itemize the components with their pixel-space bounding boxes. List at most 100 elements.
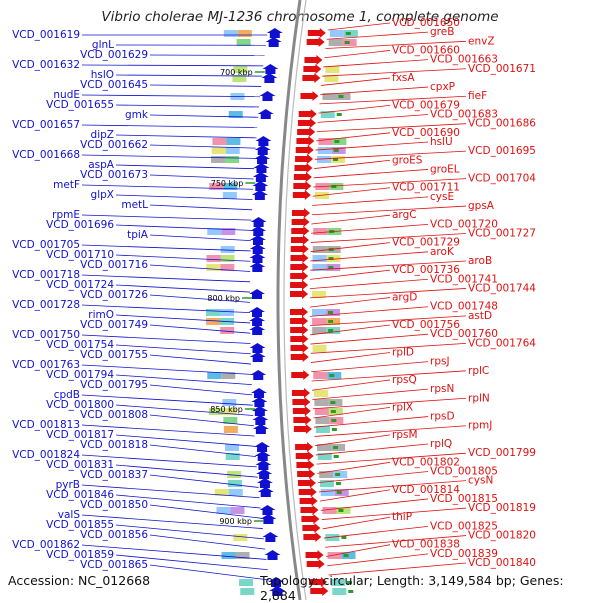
leader-line bbox=[315, 435, 390, 446]
forward-gene-arrow bbox=[304, 55, 322, 65]
reverse-gene-arrow bbox=[260, 514, 276, 524]
forward-gene-arrow bbox=[298, 118, 316, 128]
gene-label: rpsM bbox=[392, 429, 418, 441]
forward-gene-arrow bbox=[291, 226, 309, 236]
forward-gene-arrow bbox=[295, 442, 313, 452]
reverse-gene-arrow bbox=[251, 397, 267, 407]
leader-line bbox=[323, 60, 428, 67]
leader-line bbox=[312, 380, 390, 390]
leader-line bbox=[150, 175, 254, 179]
leader-line bbox=[311, 343, 466, 353]
reverse-gene-arrow bbox=[250, 370, 266, 380]
right-gene-labels: VCD_001650greBenvZVCD_001660VCD_001663VC… bbox=[392, 17, 536, 569]
reverse-gene-arrow bbox=[250, 352, 266, 362]
forward-gene-arrow bbox=[293, 190, 311, 200]
leader-line bbox=[312, 389, 428, 399]
reverse-gene-arrow bbox=[252, 190, 268, 200]
gene-label: VCD_001619 bbox=[12, 29, 80, 41]
feature-marker bbox=[331, 419, 336, 422]
gene-label: rpsD bbox=[430, 411, 455, 423]
forward-gene-arrow bbox=[294, 163, 312, 173]
gene-label: VCD_001716 bbox=[80, 259, 148, 271]
cog-color-block bbox=[313, 228, 327, 235]
feature-marker bbox=[330, 401, 335, 404]
reverse-gene-arrow bbox=[255, 460, 271, 470]
gene-label: aroK bbox=[430, 246, 455, 258]
reverse-gene-arrow bbox=[266, 37, 282, 47]
leader-line bbox=[150, 265, 250, 272]
forward-gene-arrow bbox=[293, 181, 311, 191]
cog-color-block bbox=[239, 579, 253, 586]
forward-gene-arrow bbox=[294, 424, 312, 434]
forward-gene-arrow bbox=[291, 370, 309, 380]
cog-color-block bbox=[220, 327, 234, 334]
feature-marker bbox=[338, 95, 343, 98]
reverse-gene-arrow bbox=[254, 442, 270, 452]
feature-marker bbox=[334, 140, 339, 143]
cog-color-block bbox=[224, 426, 238, 433]
leader-line bbox=[321, 499, 428, 510]
cog-color-block bbox=[223, 192, 237, 199]
reverse-gene-arrow bbox=[251, 388, 267, 398]
leader-line bbox=[316, 133, 390, 141]
forward-gene-arrow bbox=[301, 514, 319, 524]
gene-label: aroB bbox=[468, 255, 492, 267]
gene-label: VCD_001695 bbox=[468, 145, 536, 157]
gene-label: VCD_001840 bbox=[468, 557, 536, 569]
gene-label: VCD_001799 bbox=[468, 447, 536, 459]
feature-marker bbox=[337, 491, 342, 494]
gene-label: VCD_001818 bbox=[80, 439, 148, 451]
reverse-gene-arrow bbox=[250, 226, 266, 236]
forward-gene-arrow bbox=[292, 388, 310, 398]
reverse-gene-arrow bbox=[259, 91, 275, 101]
gene-label: VCD_001850 bbox=[80, 499, 148, 511]
gene-label: envZ bbox=[468, 35, 495, 47]
feature-marker bbox=[335, 473, 340, 476]
cog-color-block bbox=[329, 39, 343, 46]
forward-gene-arrow bbox=[291, 352, 309, 362]
gene-label: rplQ bbox=[430, 438, 452, 450]
feature-marker bbox=[332, 428, 337, 431]
forward-gene-arrow bbox=[290, 262, 308, 272]
cog-color-block bbox=[313, 246, 327, 253]
forward-gene-arrow bbox=[296, 136, 314, 146]
feature-marker bbox=[328, 311, 333, 314]
cog-color-block bbox=[315, 408, 329, 415]
forward-gene-arrow bbox=[298, 478, 316, 488]
gene-label: VCD_001795 bbox=[80, 379, 148, 391]
cog-color-block bbox=[212, 147, 226, 154]
cog-color-block bbox=[312, 318, 326, 325]
cog-color-block bbox=[226, 138, 240, 145]
gene-label: astD bbox=[468, 310, 492, 322]
forward-gene-arrow bbox=[299, 487, 317, 497]
leader-line bbox=[320, 87, 428, 95]
reverse-gene-arrow bbox=[249, 325, 265, 335]
gene-label: tpiA bbox=[127, 229, 149, 241]
forward-gene-arrow bbox=[290, 253, 308, 263]
forward-gene-arrow bbox=[290, 307, 308, 317]
gene-label: cysN bbox=[468, 475, 493, 487]
gene-label: cysE bbox=[430, 191, 454, 203]
reverse-gene-arrow bbox=[250, 235, 266, 245]
gene-label: VCD_001820 bbox=[468, 530, 536, 542]
leader-line bbox=[116, 135, 256, 138]
cog-color-block bbox=[240, 588, 254, 595]
gene-label: VCD_001645 bbox=[80, 79, 148, 91]
gene-label: rpsN bbox=[430, 383, 454, 395]
gene-label: VCD_001856 bbox=[80, 529, 148, 541]
feature-marker bbox=[328, 320, 333, 323]
reverse-gene-arrow bbox=[252, 406, 268, 416]
gene-label: VCD_001744 bbox=[468, 282, 536, 294]
forward-gene-arrow bbox=[297, 127, 315, 137]
reverse-gene-arrow bbox=[253, 163, 269, 173]
leader-line bbox=[82, 125, 257, 128]
feature-marker bbox=[341, 536, 346, 539]
leader-line bbox=[317, 462, 390, 473]
cog-color-block bbox=[206, 309, 220, 316]
cog-color-block bbox=[225, 156, 239, 163]
leader-line bbox=[319, 105, 390, 113]
gene-label: rpsQ bbox=[392, 374, 417, 386]
leader-line bbox=[315, 426, 466, 437]
gene-label: argD bbox=[392, 292, 417, 304]
